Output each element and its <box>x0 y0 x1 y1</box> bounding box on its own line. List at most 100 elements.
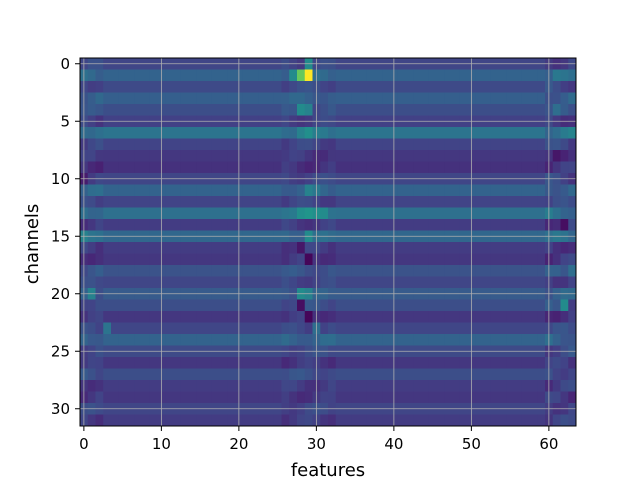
heatmap-cell <box>397 81 406 93</box>
heatmap-cell <box>521 391 530 404</box>
heatmap-cell <box>103 196 112 208</box>
heatmap-cell <box>273 184 282 197</box>
heatmap-cell <box>250 322 259 335</box>
heatmap-cell <box>382 161 391 174</box>
heatmap-cell <box>95 207 104 220</box>
heatmap-cell <box>335 380 344 392</box>
heatmap-cell <box>227 265 236 277</box>
heatmap-cell <box>537 253 546 266</box>
heatmap-cell <box>281 265 290 277</box>
heatmap-cell <box>397 276 406 289</box>
heatmap-cell <box>196 92 205 105</box>
heatmap-cell <box>281 138 290 151</box>
heatmap-cell <box>126 357 135 369</box>
heatmap-cell <box>273 368 282 381</box>
heatmap-cell <box>475 69 484 82</box>
heatmap-cell <box>483 138 492 151</box>
heatmap-cell <box>506 391 515 404</box>
heatmap-cell <box>475 242 484 254</box>
heatmap-cell <box>320 357 329 369</box>
heatmap-cell <box>250 368 259 381</box>
heatmap-cell <box>335 414 344 427</box>
heatmap-cell <box>475 414 484 427</box>
heatmap-cell <box>289 334 298 346</box>
heatmap-cell <box>281 299 290 312</box>
heatmap-cell <box>320 334 329 346</box>
heatmap-cell <box>483 184 492 197</box>
heatmap-cell <box>374 184 383 197</box>
heatmap-cell <box>196 299 205 312</box>
heatmap-cell <box>188 127 197 139</box>
heatmap-cell <box>359 334 368 346</box>
heatmap-cell <box>219 368 228 381</box>
heatmap-cell <box>483 265 492 277</box>
heatmap-cell <box>266 92 275 105</box>
heatmap-cell <box>405 334 414 346</box>
heatmap-cell <box>188 391 197 404</box>
heatmap-cell <box>506 219 515 231</box>
heatmap-cell <box>514 368 523 381</box>
heatmap-cell <box>436 69 445 82</box>
heatmap-cell <box>366 207 375 220</box>
heatmap-cell <box>250 207 259 220</box>
heatmap-cell <box>335 311 344 323</box>
heatmap-cell <box>351 265 360 277</box>
heatmap-cell <box>483 219 492 231</box>
heatmap-cell <box>366 81 375 93</box>
heatmap-cell <box>521 253 530 266</box>
heatmap-cell <box>382 242 391 254</box>
heatmap-cell <box>258 104 267 116</box>
heatmap-cell <box>506 69 515 82</box>
heatmap-cell <box>366 219 375 231</box>
heatmap-cell <box>204 276 213 289</box>
heatmap-cell <box>366 368 375 381</box>
heatmap-cell <box>134 69 143 82</box>
heatmap-cell <box>289 391 298 404</box>
heatmap-cell <box>537 265 546 277</box>
heatmap-cell <box>204 357 213 369</box>
heatmap-cell <box>118 69 127 82</box>
heatmap-cell <box>289 81 298 93</box>
heatmap-cell <box>204 219 213 231</box>
heatmap-cell <box>421 207 430 220</box>
heatmap-cell <box>266 138 275 151</box>
heatmap-cell <box>165 322 174 335</box>
heatmap-cell <box>413 380 422 392</box>
heatmap-cell <box>134 368 143 381</box>
heatmap-cell <box>266 334 275 346</box>
heatmap-cell <box>560 299 569 312</box>
heatmap-cell <box>87 380 96 392</box>
heatmap-cell <box>506 380 515 392</box>
heatmap-cell <box>180 276 189 289</box>
heatmap-cell <box>118 368 127 381</box>
heatmap-cell <box>266 311 275 323</box>
heatmap-cell <box>498 276 507 289</box>
heatmap-cell <box>180 311 189 323</box>
heatmap-cell <box>87 334 96 346</box>
heatmap-cell <box>134 357 143 369</box>
heatmap-cell <box>289 196 298 208</box>
heatmap-cell <box>126 104 135 116</box>
heatmap-cell <box>335 161 344 174</box>
heatmap-cell <box>537 242 546 254</box>
heatmap-cell <box>95 127 104 139</box>
heatmap-cell <box>459 104 468 116</box>
heatmap-cell <box>428 253 437 266</box>
heatmap-cell <box>552 414 561 427</box>
heatmap-cell <box>134 127 143 139</box>
heatmap-cell <box>436 368 445 381</box>
heatmap-cell <box>459 161 468 174</box>
heatmap-cell <box>328 265 337 277</box>
heatmap-cell <box>459 219 468 231</box>
heatmap-cell <box>95 92 104 105</box>
heatmap-cell <box>242 242 251 254</box>
heatmap-cell <box>281 322 290 335</box>
heatmap-cell <box>343 138 352 151</box>
heatmap-cell <box>180 104 189 116</box>
heatmap-cell <box>188 184 197 197</box>
heatmap-cell <box>95 322 104 335</box>
heatmap-cell <box>134 81 143 93</box>
heatmap-cell <box>374 357 383 369</box>
heatmap-cell <box>560 81 569 93</box>
heatmap-cell <box>134 380 143 392</box>
